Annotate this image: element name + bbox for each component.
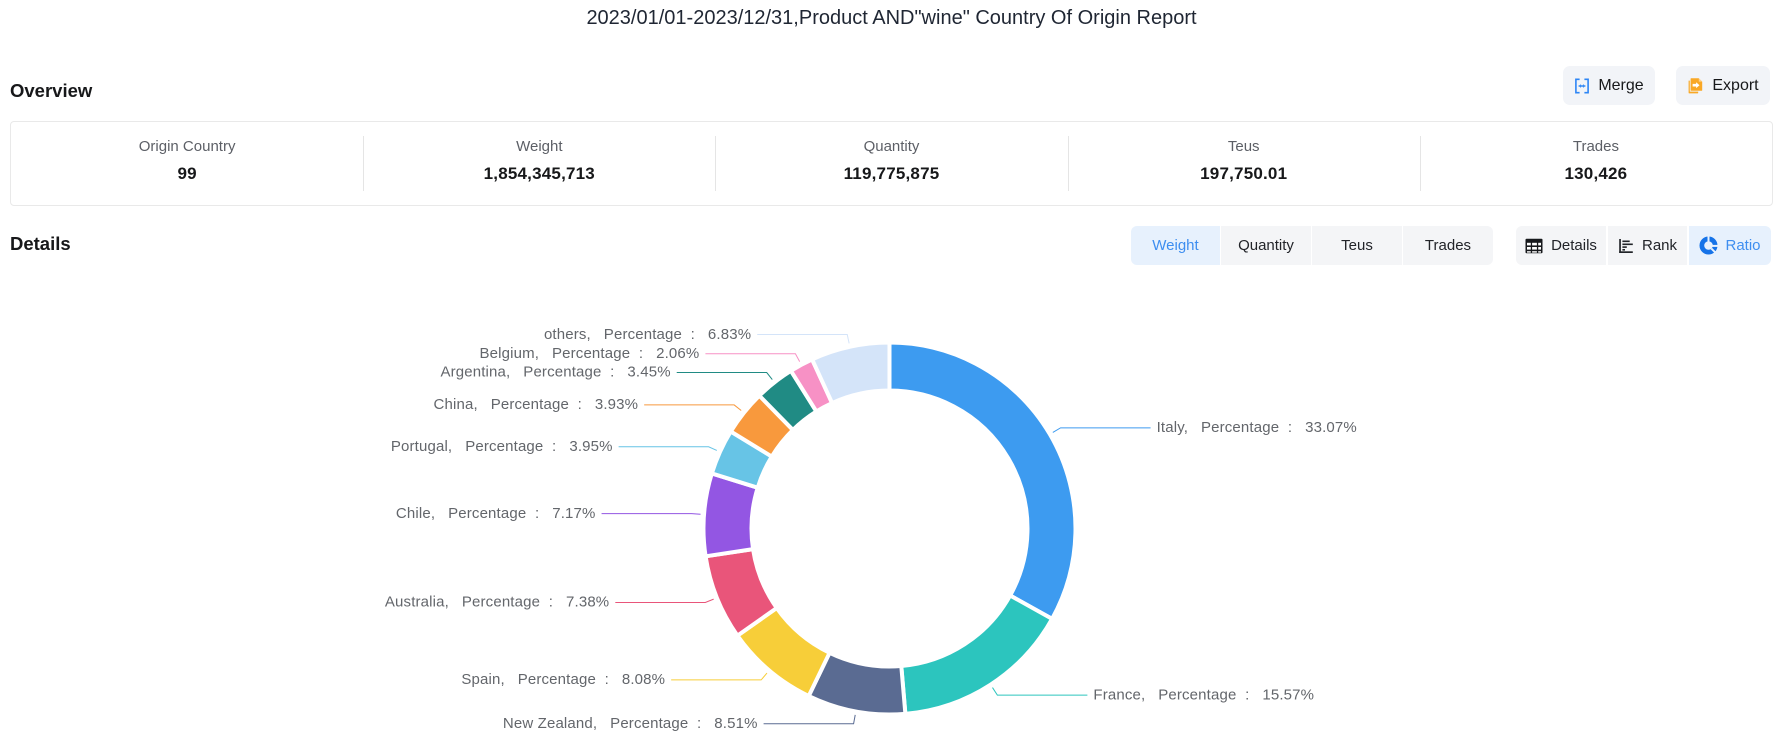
svg-text:Spain, Percentage : 8.08%: Spain, Percentage : 8.08% [461, 671, 665, 688]
svg-text:Argentina, Percentage : 3: Argentina, Percentage : 3.45% [440, 364, 670, 381]
svg-text:New Zealand, Percentage :: New Zealand, Percentage : 8.51% [503, 715, 758, 732]
svg-text:Chile, Percentage : 7.17%: Chile, Percentage : 7.17% [396, 505, 596, 522]
svg-text:others, Percentage : 6.83: others, Percentage : 6.83% [544, 326, 751, 343]
svg-text:Portugal, Percentage : 3.: Portugal, Percentage : 3.95% [391, 438, 613, 455]
svg-text:Australia, Percentage : 7: Australia, Percentage : 7.38% [385, 594, 609, 611]
svg-text:China, Percentage : 3.93%: China, Percentage : 3.93% [434, 396, 639, 413]
svg-text:France, Percentage : 15.5: France, Percentage : 15.57% [1093, 686, 1314, 703]
svg-text:Italy, Percentage : 33.07: Italy, Percentage : 33.07% [1157, 419, 1357, 436]
svg-text:Belgium, Percentage : 2.0: Belgium, Percentage : 2.06% [479, 345, 699, 362]
